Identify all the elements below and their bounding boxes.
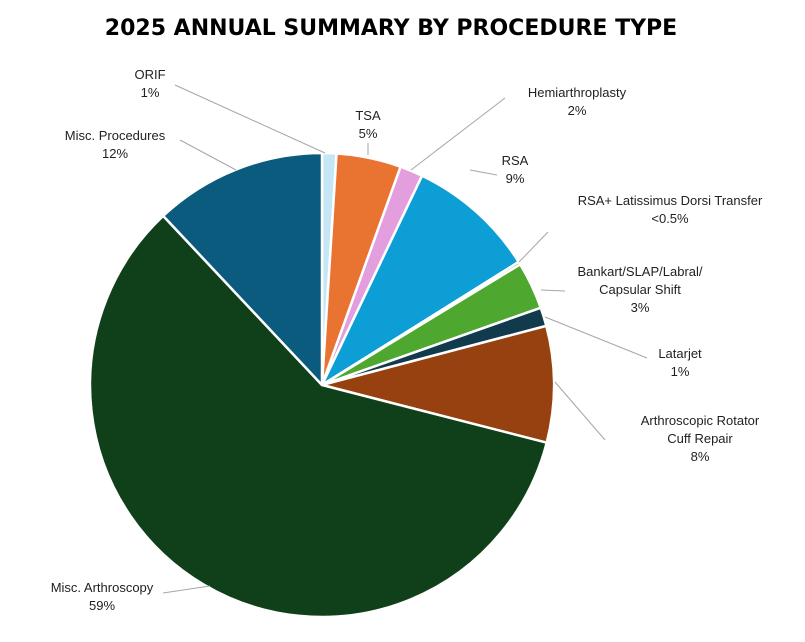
- leader-line-misc-procedures: [179, 139, 237, 171]
- leader-line-hemiarthroplasty: [410, 97, 506, 171]
- leader-line-rsa: [469, 169, 498, 176]
- leader-line-orif: [174, 84, 326, 154]
- leader-line-arthroscopic-rotator-cuff-repair: [554, 381, 606, 441]
- data-label-misc-arthroscopy: Misc. Arthroscopy 59%: [51, 580, 154, 613]
- data-label-hemiarthroplasty: Hemiarthroplasty 2%: [528, 85, 627, 118]
- pie-slice-arthroscopic-rotator-cuff-repair: [320, 324, 556, 444]
- data-label-orif: ORIF 1%: [134, 67, 165, 100]
- leader-line-bankart-slap-labral-capsular-shift: [540, 289, 566, 292]
- pie-slice-rsa: [320, 174, 520, 387]
- leader-line-rsa-latissimus-dorsi-transfer: [518, 231, 549, 263]
- leader-line-latarjet: [544, 316, 648, 359]
- pie-slice-misc-arthroscopy: [88, 214, 548, 619]
- data-label-misc-procedures: Misc. Procedures 12%: [65, 128, 166, 161]
- data-label-tsa: TSA 5%: [355, 108, 381, 141]
- data-label-latarjet: Latarjet 1%: [658, 346, 702, 379]
- leader-line-misc-arthroscopy: [162, 585, 211, 594]
- pie-slice-misc-procedures: [161, 151, 324, 387]
- data-label-rsa-latissimus-dorsi-transfer: RSA+ Latissimus Dorsi Transfer <0.5%: [578, 193, 763, 226]
- data-label-bankart-slap-labral-capsular-shift: Bankart/SLAP/Labral/Capsular Shift 3%: [577, 264, 702, 315]
- data-label-arthroscopic-rotator-cuff-repair: Arthroscopic Rotator Cuff Repair 8%: [641, 413, 760, 464]
- chart-title: 2025 ANNUAL SUMMARY BY PROCEDURE TYPE: [104, 16, 678, 41]
- data-label-rsa: RSA 9%: [502, 153, 529, 186]
